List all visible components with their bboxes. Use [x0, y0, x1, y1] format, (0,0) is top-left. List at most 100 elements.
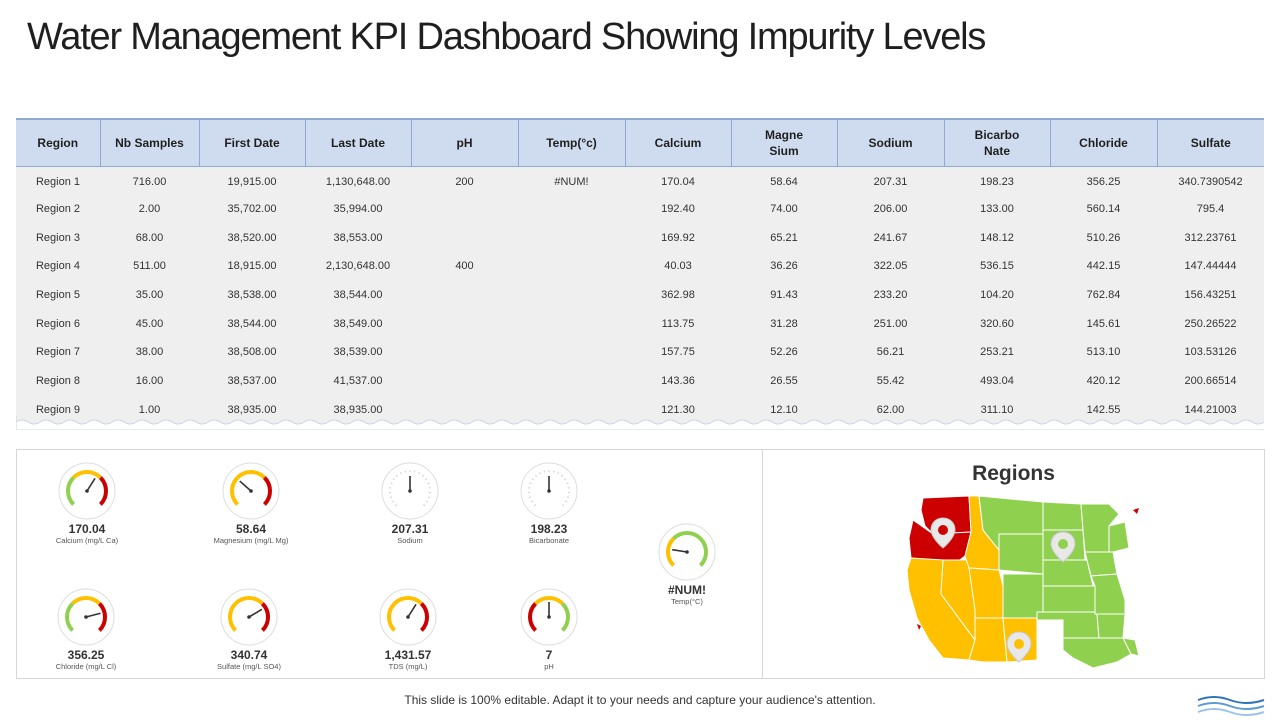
map-region-north-dakota[interactable] — [1042, 501, 1084, 531]
table-cell: 38,553.00 — [333, 231, 383, 244]
map-pin-icon[interactable] — [1050, 531, 1076, 563]
table-cell: 38,544.00 — [333, 289, 383, 302]
table-cell: 253.21 — [980, 346, 1014, 359]
map-region-arkansas[interactable] — [1096, 613, 1126, 639]
table-cell: 38,538.00 — [227, 289, 277, 302]
gauge-needle — [239, 480, 252, 492]
gauge-magnesium: 58.64 Magnesium (mg/L Mg) — [191, 462, 311, 545]
table-cell: 147.44444 — [1184, 260, 1237, 273]
table-cell: 38,935.00 — [227, 403, 277, 416]
table-cell: 1.00 — [138, 403, 161, 416]
table-cell: 2,130,648.00 — [325, 260, 391, 273]
gauge-tick — [564, 478, 567, 481]
table-cell: 38,544.00 — [227, 317, 277, 330]
us-west-map[interactable] — [903, 490, 1143, 670]
table-cell — [518, 367, 625, 396]
gauge-band — [65, 602, 75, 632]
table-row[interactable]: Region 5 35.00 38,538.00 38,544.00 362.98 91.… — [16, 281, 1264, 310]
table-cell: 340.7390542 — [1178, 175, 1243, 188]
table-cell — [518, 252, 625, 281]
column-header[interactable]: Temp(°c) — [517, 118, 625, 167]
gauge-band — [72, 470, 102, 480]
gauge-needle — [85, 612, 101, 618]
gauge-tick — [530, 500, 534, 503]
map-region-wyoming[interactable] — [998, 533, 1044, 575]
table-cell: Region 4 — [35, 260, 81, 273]
gauge-chloride: 356.25 Chloride (mg/L Cl) — [26, 588, 146, 671]
gauge-band — [234, 596, 264, 606]
table-cell: 45.00 — [135, 317, 164, 330]
table-row[interactable]: Region 1 716.00 19,915.00 1,130,648.00 200 #N… — [16, 166, 1264, 195]
gauge-hub — [408, 489, 412, 493]
gauge-tick — [425, 478, 428, 481]
table-cell: 41,537.00 — [333, 375, 383, 388]
table-cell: 68.00 — [135, 231, 164, 244]
table-cell — [411, 281, 518, 310]
table-cell — [518, 281, 625, 310]
column-header[interactable]: Calcium — [624, 118, 731, 167]
gauge-tick — [427, 496, 431, 498]
table-row[interactable]: Region 2 2.00 35,702.00 35,994.00 192.40 74.0… — [16, 195, 1264, 224]
table-row[interactable]: Region 8 16.00 38,537.00 41,537.00 143.36 26.… — [16, 367, 1264, 396]
table-row[interactable]: Region 9 1.00 38,935.00 38,935.00 121.30 12.1… — [16, 396, 1264, 425]
table-cell: 420.12 — [1086, 375, 1121, 388]
column-header[interactable]: Nb Samples — [99, 118, 199, 167]
map-pin-icon[interactable] — [1006, 631, 1032, 663]
column-header[interactable]: Magne Sium — [730, 118, 837, 167]
map-region-iowa[interactable] — [1084, 551, 1118, 577]
map-region-louisiana[interactable] — [1122, 637, 1140, 657]
table-cell: 145.61 — [1086, 317, 1121, 330]
gauge-dial — [520, 462, 578, 520]
table-cell: 40.03 — [664, 260, 692, 273]
gauge-tick — [390, 482, 393, 485]
table-cell: 200 — [455, 175, 474, 188]
gauge-tick — [534, 474, 538, 477]
map-pin-icon[interactable] — [930, 517, 956, 549]
gauge-label: Chloride (mg/L Cl) — [55, 662, 117, 671]
map-region-wisconsin[interactable] — [1108, 521, 1130, 553]
column-header[interactable]: Sodium — [836, 118, 944, 167]
column-header[interactable]: Bicarbo Nate — [943, 118, 1050, 167]
table-row[interactable]: Region 4 511.00 18,915.00 2,130,648.00 400 40… — [16, 252, 1264, 281]
table-cell: 56.21 — [876, 346, 905, 359]
map-region-texas[interactable] — [1062, 637, 1132, 669]
gauge-band — [66, 476, 76, 506]
gauge-tick — [395, 474, 399, 477]
gauge-tick — [560, 474, 564, 477]
map-region-kansas[interactable] — [1042, 585, 1096, 613]
map-region-colorado[interactable] — [1002, 573, 1044, 619]
gauge-tick — [400, 472, 402, 475]
table-cell: 142.55 — [1086, 403, 1121, 416]
column-header[interactable]: pH — [410, 118, 518, 167]
gauge-label: Calcium (mg/L Ca) — [55, 536, 119, 545]
column-header[interactable]: Chloride — [1049, 118, 1157, 167]
gauge-tick — [389, 496, 393, 498]
map-region-oklahoma[interactable] — [1036, 611, 1100, 639]
map-region-missouri[interactable] — [1090, 573, 1126, 615]
table-cell: 104.20 — [980, 289, 1014, 302]
gauge-band — [228, 602, 238, 632]
table-cell: 38.00 — [135, 346, 164, 359]
table-cell — [518, 309, 625, 338]
table-cell: 2.00 — [138, 203, 161, 216]
table-row[interactable]: Region 6 45.00 38,544.00 38,549.00 113.75 31.… — [16, 309, 1264, 338]
gauge-hub — [247, 615, 251, 619]
map-region-nebraska[interactable] — [1042, 559, 1094, 587]
column-header[interactable]: Region — [16, 118, 100, 167]
gauge-band — [560, 602, 570, 632]
table-row[interactable]: Region 3 68.00 38,520.00 38,553.00 169.92 65.… — [16, 223, 1264, 252]
table-cell — [518, 195, 625, 224]
table-cell: Region 1 — [35, 175, 81, 188]
gauge-calcium: 170.04 Calcium (mg/L Ca) — [27, 462, 147, 545]
column-header[interactable]: First Date — [198, 118, 305, 167]
column-header[interactable]: Last Date — [304, 118, 411, 167]
map-region-arizona[interactable] — [968, 617, 1008, 663]
table-cell: 322.05 — [873, 260, 908, 273]
waves-logo-icon — [1197, 696, 1265, 716]
table-cell: 513.10 — [1086, 346, 1121, 359]
table-row[interactable]: Region 7 38.00 38,508.00 38,539.00 157.75 52.… — [16, 338, 1264, 367]
gauge-tick — [533, 504, 536, 507]
gauge-band — [698, 537, 708, 567]
table-cell: 207.31 — [873, 175, 908, 188]
column-header[interactable]: Sulfate — [1156, 118, 1264, 167]
